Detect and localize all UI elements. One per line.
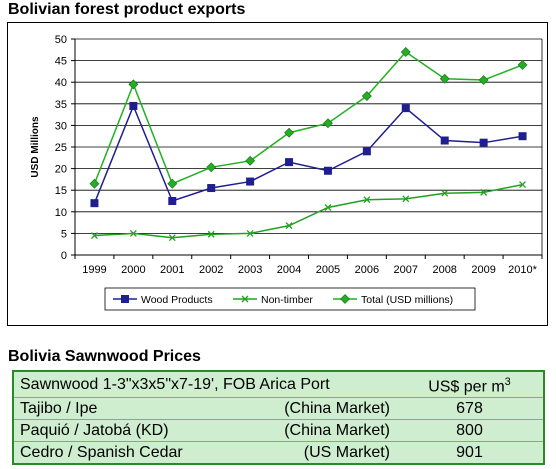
x-tick-label: 2003	[238, 264, 262, 276]
table-header-row: Sawnwood 1-3"x3x5"x7-19', FOB Arica Port…	[13, 371, 544, 399]
product-cell: Cedro / Spanish Cedar	[20, 444, 183, 462]
y-tick-label: 10	[55, 207, 67, 219]
y-tick-label: 5	[61, 228, 67, 240]
legend-label: Non-timber	[261, 294, 313, 306]
y-tick-label: 25	[55, 142, 67, 154]
series-line-0	[93, 103, 523, 204]
price-cell: 901	[456, 444, 483, 462]
data-point	[245, 155, 256, 166]
data-point	[129, 229, 137, 237]
chart-title: Bolivian forest product exports	[8, 1, 246, 18]
market-cell: (China Market)	[234, 397, 396, 421]
y-tick-label: 35	[55, 99, 67, 111]
data-point	[168, 234, 176, 242]
data-point	[246, 229, 254, 237]
x-tick-label: 2004	[277, 264, 301, 276]
product-cell: Tajibo / Ipe	[13, 397, 234, 421]
header-product-cell: Sawnwood 1-3"x3x5"x7-19', FOB Arica Port	[13, 371, 396, 399]
data-point	[284, 127, 294, 138]
data-point	[128, 79, 139, 90]
legend-marker	[121, 295, 129, 303]
table-title: Bolivia Sawnwood Prices	[8, 348, 201, 365]
data-point	[207, 184, 216, 193]
data-point	[478, 75, 489, 85]
data-point	[285, 158, 294, 167]
data-point	[400, 47, 411, 57]
chart-frame: 0 5 10 15 20 25 30 35 40 45 50 1999 2000 2001 2002 2003…	[7, 22, 548, 326]
legend-marker	[241, 295, 249, 303]
legend-marker	[340, 294, 350, 304]
legend-label: Wood Products	[141, 294, 213, 306]
legend-label: Total (USD millions)	[361, 294, 453, 306]
x-tick-label: 2005	[316, 264, 340, 276]
price-cell: 800	[396, 419, 544, 443]
y-axis-label: USD Millions	[30, 116, 41, 178]
data-point	[479, 138, 488, 147]
table-row: Tajibo / Ipe (China Market) 678	[13, 397, 544, 421]
data-point	[129, 101, 138, 110]
data-point	[441, 189, 449, 197]
data-point	[362, 147, 371, 156]
header-price-cell: US$ per m3	[396, 371, 544, 399]
data-point	[440, 136, 449, 145]
series-line-2	[93, 50, 523, 185]
y-tick-label: 40	[55, 77, 67, 89]
data-point	[361, 91, 372, 101]
data-point	[206, 162, 217, 173]
data-point	[89, 178, 100, 189]
x-tick-label: 2002	[199, 264, 223, 276]
data-point	[207, 230, 215, 238]
y-tick-label: 15	[55, 185, 67, 197]
x-tick-label: 2008	[432, 264, 456, 276]
price-cell: 678	[396, 397, 544, 421]
line-chart: 0 5 10 15 20 25 30 35 40 45 50 1999 2000 2001 2002 2003…	[30, 34, 543, 311]
data-point	[323, 166, 332, 175]
data-point	[402, 195, 410, 203]
data-point	[401, 104, 410, 113]
price-unit-exponent: 3	[504, 376, 511, 388]
data-point	[519, 181, 527, 189]
data-point	[285, 222, 293, 230]
y-tick-label: 0	[61, 250, 67, 262]
series-line-1	[94, 183, 523, 239]
x-tick-label: 2001	[160, 264, 184, 276]
data-point	[167, 178, 178, 189]
sawnwood-prices-table: Sawnwood 1-3"x3x5"x7-19', FOB Arica Port…	[12, 370, 545, 466]
y-tick-label: 45	[55, 56, 67, 68]
product-cell: Paquió / Jatobá (KD)	[13, 419, 234, 443]
data-point	[439, 73, 450, 84]
data-point	[324, 204, 332, 211]
data-point	[517, 59, 528, 70]
data-point	[90, 199, 99, 208]
data-point	[90, 232, 98, 240]
x-tick-label: 2010*	[508, 264, 537, 276]
x-tick-label: 1999	[82, 264, 106, 276]
table-row: Cedro / Spanish Cedar (US Market) 901	[13, 442, 544, 465]
x-tick-label: 2006	[355, 264, 379, 276]
data-point	[168, 197, 177, 205]
price-unit-label: US$ per m	[428, 378, 505, 396]
table-row: Paquió / Jatobá (KD) (China Market) 800	[13, 419, 544, 443]
data-point	[480, 188, 488, 196]
x-tick-label: 2009	[471, 264, 495, 276]
data-point	[323, 118, 333, 129]
y-tick-label: 20	[55, 164, 67, 176]
x-tick-label: 2000	[121, 264, 145, 276]
y-tick-label: 50	[55, 34, 67, 46]
x-tick-label: 2007	[394, 264, 418, 276]
market-cell: (China Market)	[234, 419, 396, 443]
data-point	[246, 177, 255, 186]
legend-box	[104, 287, 476, 311]
y-tick-label: 30	[55, 120, 67, 132]
data-point	[518, 132, 527, 141]
data-point	[363, 196, 371, 204]
market-cell: (US Market)	[303, 444, 390, 462]
